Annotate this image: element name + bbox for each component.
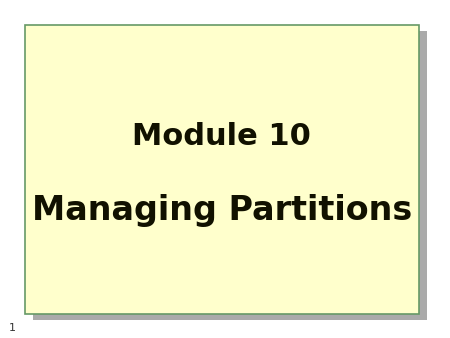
Text: Module 10: Module 10 [132, 122, 311, 150]
Text: Managing Partitions: Managing Partitions [32, 194, 412, 227]
FancyBboxPatch shape [33, 31, 427, 320]
FancyBboxPatch shape [25, 25, 418, 314]
Text: 1: 1 [9, 323, 16, 333]
